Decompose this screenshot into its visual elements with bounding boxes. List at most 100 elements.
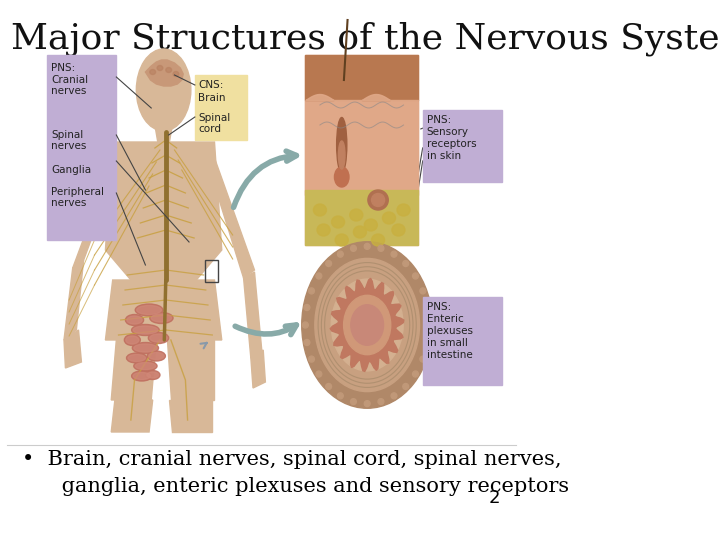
Text: •  Brain, cranial nerves, spinal cord, spinal nerves,: • Brain, cranial nerves, spinal cord, sp… bbox=[22, 450, 562, 469]
Text: nerves: nerves bbox=[51, 198, 86, 208]
Ellipse shape bbox=[378, 245, 384, 251]
Bar bbox=[305, 100, 418, 195]
Ellipse shape bbox=[135, 362, 156, 369]
Text: PNS:: PNS: bbox=[51, 63, 75, 73]
Bar bbox=[423, 297, 502, 385]
Ellipse shape bbox=[343, 295, 391, 355]
Ellipse shape bbox=[132, 342, 158, 354]
Polygon shape bbox=[73, 148, 125, 268]
Bar bbox=[305, 55, 418, 245]
Ellipse shape bbox=[126, 336, 139, 344]
Bar bbox=[423, 110, 502, 182]
Ellipse shape bbox=[134, 344, 157, 352]
Ellipse shape bbox=[378, 399, 384, 404]
Polygon shape bbox=[64, 260, 84, 340]
Ellipse shape bbox=[351, 399, 356, 404]
Ellipse shape bbox=[425, 305, 431, 310]
Ellipse shape bbox=[147, 372, 158, 378]
Ellipse shape bbox=[302, 242, 433, 408]
Ellipse shape bbox=[338, 251, 343, 257]
Ellipse shape bbox=[325, 260, 331, 267]
Text: Sensory: Sensory bbox=[427, 127, 469, 137]
Ellipse shape bbox=[304, 340, 310, 346]
Text: ganglia, enteric plexuses and sensory receptors: ganglia, enteric plexuses and sensory re… bbox=[22, 477, 569, 496]
Ellipse shape bbox=[127, 316, 142, 324]
Ellipse shape bbox=[309, 288, 315, 294]
Ellipse shape bbox=[166, 68, 171, 72]
Text: 2: 2 bbox=[489, 489, 500, 507]
Ellipse shape bbox=[420, 288, 426, 294]
Polygon shape bbox=[243, 272, 262, 358]
Ellipse shape bbox=[335, 167, 349, 187]
Ellipse shape bbox=[149, 353, 164, 360]
Ellipse shape bbox=[420, 356, 426, 362]
Ellipse shape bbox=[337, 118, 347, 172]
Ellipse shape bbox=[391, 393, 397, 399]
Ellipse shape bbox=[336, 234, 348, 246]
Ellipse shape bbox=[127, 353, 147, 363]
Bar bbox=[305, 190, 418, 245]
Text: PNS:: PNS: bbox=[427, 115, 451, 125]
Text: in small: in small bbox=[427, 338, 468, 348]
Text: Ganglia: Ganglia bbox=[51, 165, 91, 175]
Polygon shape bbox=[105, 280, 222, 340]
Ellipse shape bbox=[413, 371, 418, 377]
Ellipse shape bbox=[351, 305, 384, 345]
Ellipse shape bbox=[397, 204, 410, 216]
Ellipse shape bbox=[425, 340, 431, 346]
Bar bbox=[205, 260, 218, 282]
Ellipse shape bbox=[150, 313, 173, 323]
Ellipse shape bbox=[372, 193, 384, 206]
Polygon shape bbox=[330, 278, 404, 372]
Ellipse shape bbox=[309, 356, 315, 362]
Ellipse shape bbox=[364, 244, 370, 249]
Polygon shape bbox=[105, 142, 222, 280]
Ellipse shape bbox=[132, 371, 152, 381]
Ellipse shape bbox=[150, 334, 167, 342]
Ellipse shape bbox=[302, 322, 308, 328]
Ellipse shape bbox=[313, 204, 326, 216]
Polygon shape bbox=[155, 125, 172, 142]
Polygon shape bbox=[64, 330, 81, 368]
Ellipse shape bbox=[392, 224, 405, 236]
Ellipse shape bbox=[147, 351, 166, 361]
Ellipse shape bbox=[133, 373, 150, 380]
Ellipse shape bbox=[135, 304, 163, 316]
Polygon shape bbox=[112, 400, 153, 432]
Ellipse shape bbox=[368, 190, 388, 210]
Ellipse shape bbox=[391, 251, 397, 257]
Ellipse shape bbox=[150, 70, 156, 75]
Ellipse shape bbox=[402, 260, 409, 267]
Text: receptors: receptors bbox=[427, 139, 477, 149]
Ellipse shape bbox=[331, 216, 345, 228]
Text: cord: cord bbox=[199, 124, 222, 134]
Ellipse shape bbox=[382, 212, 395, 224]
Bar bbox=[48, 55, 117, 240]
Ellipse shape bbox=[151, 314, 171, 322]
Text: Cranial: Cranial bbox=[51, 75, 88, 85]
Text: Spinal: Spinal bbox=[199, 113, 230, 123]
Polygon shape bbox=[168, 400, 212, 432]
Ellipse shape bbox=[125, 334, 140, 346]
Ellipse shape bbox=[134, 361, 157, 371]
Ellipse shape bbox=[426, 322, 432, 328]
Polygon shape bbox=[112, 340, 156, 400]
Text: PNS:: PNS: bbox=[427, 302, 451, 312]
Ellipse shape bbox=[125, 314, 143, 326]
Text: CNS:: CNS: bbox=[199, 80, 224, 90]
Ellipse shape bbox=[364, 219, 377, 231]
Text: intestine: intestine bbox=[427, 350, 472, 360]
Ellipse shape bbox=[338, 141, 345, 169]
Polygon shape bbox=[145, 60, 183, 86]
Text: Enteric: Enteric bbox=[427, 314, 464, 324]
Ellipse shape bbox=[402, 383, 409, 389]
Ellipse shape bbox=[157, 65, 163, 71]
Ellipse shape bbox=[331, 279, 403, 371]
Text: plexuses: plexuses bbox=[427, 326, 473, 336]
Ellipse shape bbox=[316, 371, 322, 377]
Ellipse shape bbox=[350, 209, 363, 221]
Ellipse shape bbox=[173, 71, 179, 77]
Text: Peripheral: Peripheral bbox=[51, 187, 104, 197]
Ellipse shape bbox=[304, 305, 310, 310]
Ellipse shape bbox=[364, 401, 370, 407]
